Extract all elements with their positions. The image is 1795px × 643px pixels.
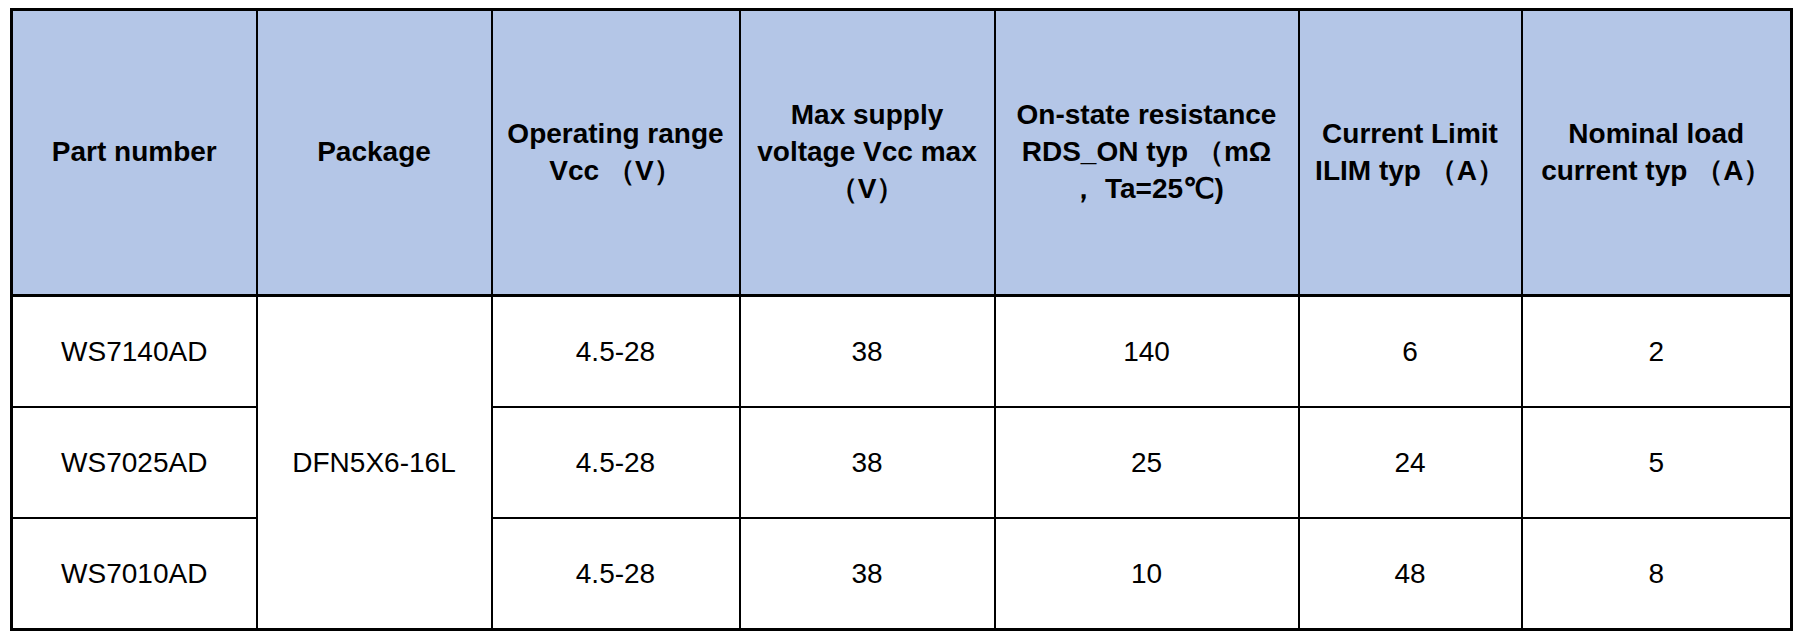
cell-rds-on: 140 xyxy=(995,296,1299,408)
header-row: Part number Package Operating range Vcc … xyxy=(12,10,1792,296)
cell-nominal-current: 8 xyxy=(1522,518,1792,630)
cell-part-number: WS7025AD xyxy=(12,407,257,518)
cell-nominal-current: 2 xyxy=(1522,296,1792,408)
cell-part-number: WS7010AD xyxy=(12,518,257,630)
header-nominal-load-current: Nominal load current typ （A） xyxy=(1522,10,1792,296)
cell-part-number: WS7140AD xyxy=(12,296,257,408)
parts-selection-table: Part number Package Operating range Vcc … xyxy=(10,8,1793,631)
cell-operating-range: 4.5-28 xyxy=(492,296,740,408)
cell-max-supply: 38 xyxy=(740,296,995,408)
cell-max-supply: 38 xyxy=(740,518,995,630)
cell-package: DFN5X6-16L xyxy=(257,296,492,630)
table-row: WS7140AD DFN5X6-16L 4.5-28 38 140 6 2 xyxy=(12,296,1792,408)
table-body: WS7140AD DFN5X6-16L 4.5-28 38 140 6 2 WS… xyxy=(12,296,1792,630)
header-on-state-resistance: On-state resistance RDS_ON typ （mΩ ， Ta=… xyxy=(995,10,1299,296)
header-operating-range: Operating range Vcc （V） xyxy=(492,10,740,296)
header-part-number: Part number xyxy=(12,10,257,296)
cell-operating-range: 4.5-28 xyxy=(492,407,740,518)
cell-current-limit: 24 xyxy=(1299,407,1522,518)
cell-rds-on: 10 xyxy=(995,518,1299,630)
header-package: Package xyxy=(257,10,492,296)
cell-current-limit: 6 xyxy=(1299,296,1522,408)
cell-max-supply: 38 xyxy=(740,407,995,518)
cell-operating-range: 4.5-28 xyxy=(492,518,740,630)
page: Part number Package Operating range Vcc … xyxy=(0,0,1795,643)
header-max-supply-voltage: Max supply voltage Vcc max （V） xyxy=(740,10,995,296)
header-current-limit: Current Limit ILIM typ （A） xyxy=(1299,10,1522,296)
cell-current-limit: 48 xyxy=(1299,518,1522,630)
cell-rds-on: 25 xyxy=(995,407,1299,518)
cell-nominal-current: 5 xyxy=(1522,407,1792,518)
table-header: Part number Package Operating range Vcc … xyxy=(12,10,1792,296)
